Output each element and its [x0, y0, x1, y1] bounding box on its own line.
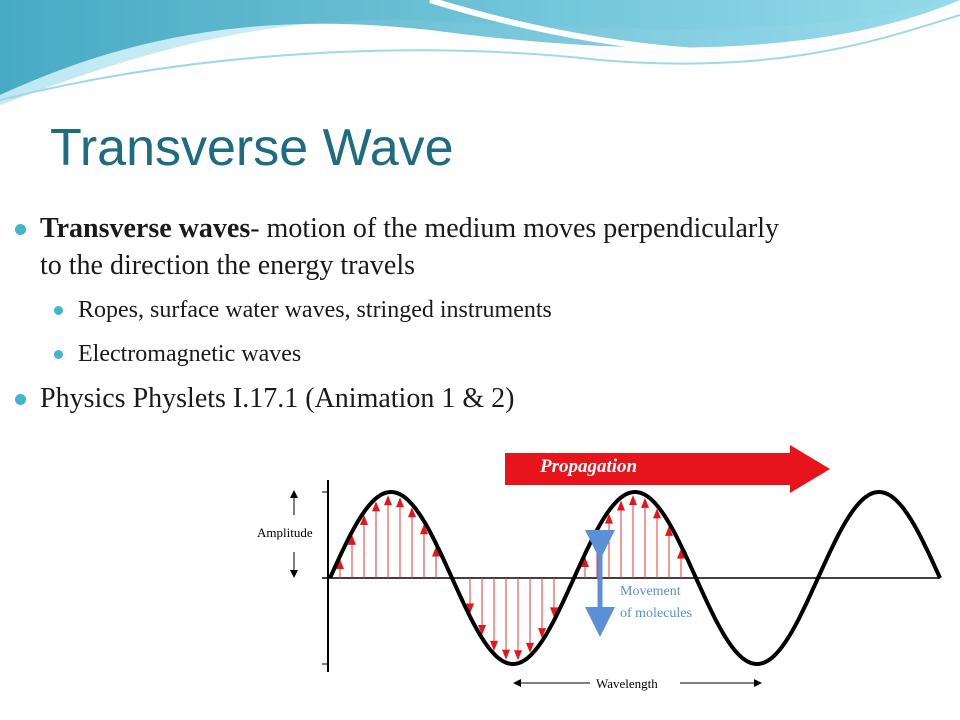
bullet-list: Transverse waves- motion of the medium m…	[14, 210, 804, 417]
bullet: Transverse waves- motion of the medium m…	[14, 210, 804, 376]
sub-bullet: Electromagnetic waves	[14, 332, 804, 376]
wave-stripe	[429, 0, 960, 57]
diagram-bg	[255, 440, 960, 720]
wave-band	[0, 0, 960, 95]
wave-stripe	[0, 14, 960, 101]
bullet-bold: Transverse waves	[40, 213, 251, 244]
title: Transverse Wave	[50, 119, 454, 177]
bullet-text: - motion of the medium moves perpendicul…	[40, 213, 779, 281]
bullet: Physics Physlets I.17.1 (Animation 1 & 2…	[14, 380, 804, 417]
sub-bullet: Ropes, surface water waves, stringed ins…	[14, 288, 804, 332]
